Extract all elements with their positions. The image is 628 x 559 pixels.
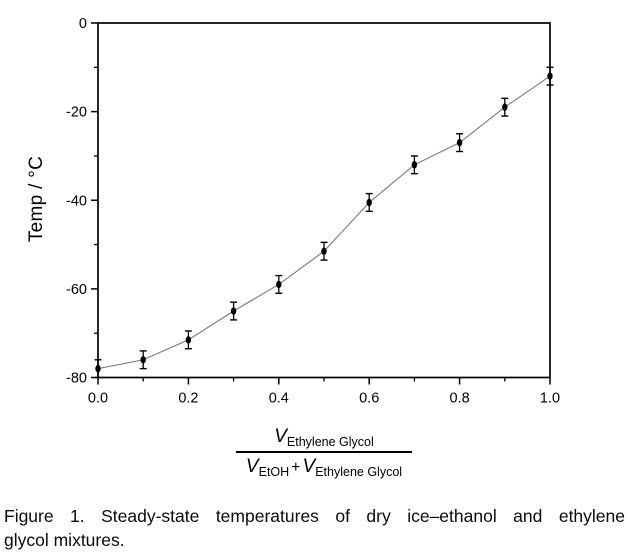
x-tick-label: 0.2 <box>178 391 198 407</box>
y-tick-label: 0 <box>79 16 87 32</box>
data-point-marker <box>140 356 146 364</box>
caption-line: glycol mixtures. <box>4 529 125 550</box>
x-tick-label: 0.0 <box>88 391 108 407</box>
y-tick-label: -60 <box>66 282 87 298</box>
data-point-marker <box>411 161 418 169</box>
caption-line: Figure 1. Steady-state temperatures of d… <box>4 506 625 526</box>
data-point-marker <box>502 103 508 111</box>
volume-symbol: V <box>302 456 316 477</box>
plus-sign: + <box>291 459 301 476</box>
x-axis-title-numerator: VEthylene Glycol <box>236 426 412 451</box>
x-tick-label: 0.4 <box>269 391 289 407</box>
x-tick-label: 0.6 <box>359 391 379 407</box>
data-point-marker <box>230 307 237 315</box>
x-tick-label: 0.8 <box>450 391 470 407</box>
data-point-marker <box>547 72 553 80</box>
axis-box <box>97 22 551 379</box>
data-point-marker <box>366 198 372 207</box>
plot-svg: 0.0 0.2 0.4 0.6 0.8 1.0 0 -20 -40 -60 -80 <box>66 16 560 407</box>
data-series-line <box>97 75 551 370</box>
data-point-marker <box>185 336 192 344</box>
data-point-marker <box>321 247 327 255</box>
figure-caption: Figure 1. Steady-state temperatures of d… <box>4 505 625 552</box>
y-tick-label: -20 <box>66 105 87 121</box>
x-axis-title: VEthylene Glycol VEtOH + VEthylene Glycol <box>235 426 413 479</box>
y-axis-title: Temp / °C <box>26 155 47 243</box>
y-tick-label: -40 <box>66 193 87 209</box>
volume-subscript: EtOH <box>258 465 290 479</box>
x-axis-title-denominator: VEtOH + VEthylene Glycol <box>235 451 413 479</box>
volume-subscript: Ethylene Glycol <box>286 435 374 449</box>
volume-symbol: V <box>245 456 259 477</box>
data-point-marker <box>456 138 463 147</box>
data-point-marker <box>95 364 101 373</box>
volume-symbol: V <box>274 426 287 447</box>
volume-subscript: Ethylene Glycol <box>315 465 403 479</box>
x-tick-label: 1.0 <box>540 391 560 407</box>
y-tick-label: -80 <box>66 371 87 387</box>
data-point-marker <box>276 280 282 289</box>
